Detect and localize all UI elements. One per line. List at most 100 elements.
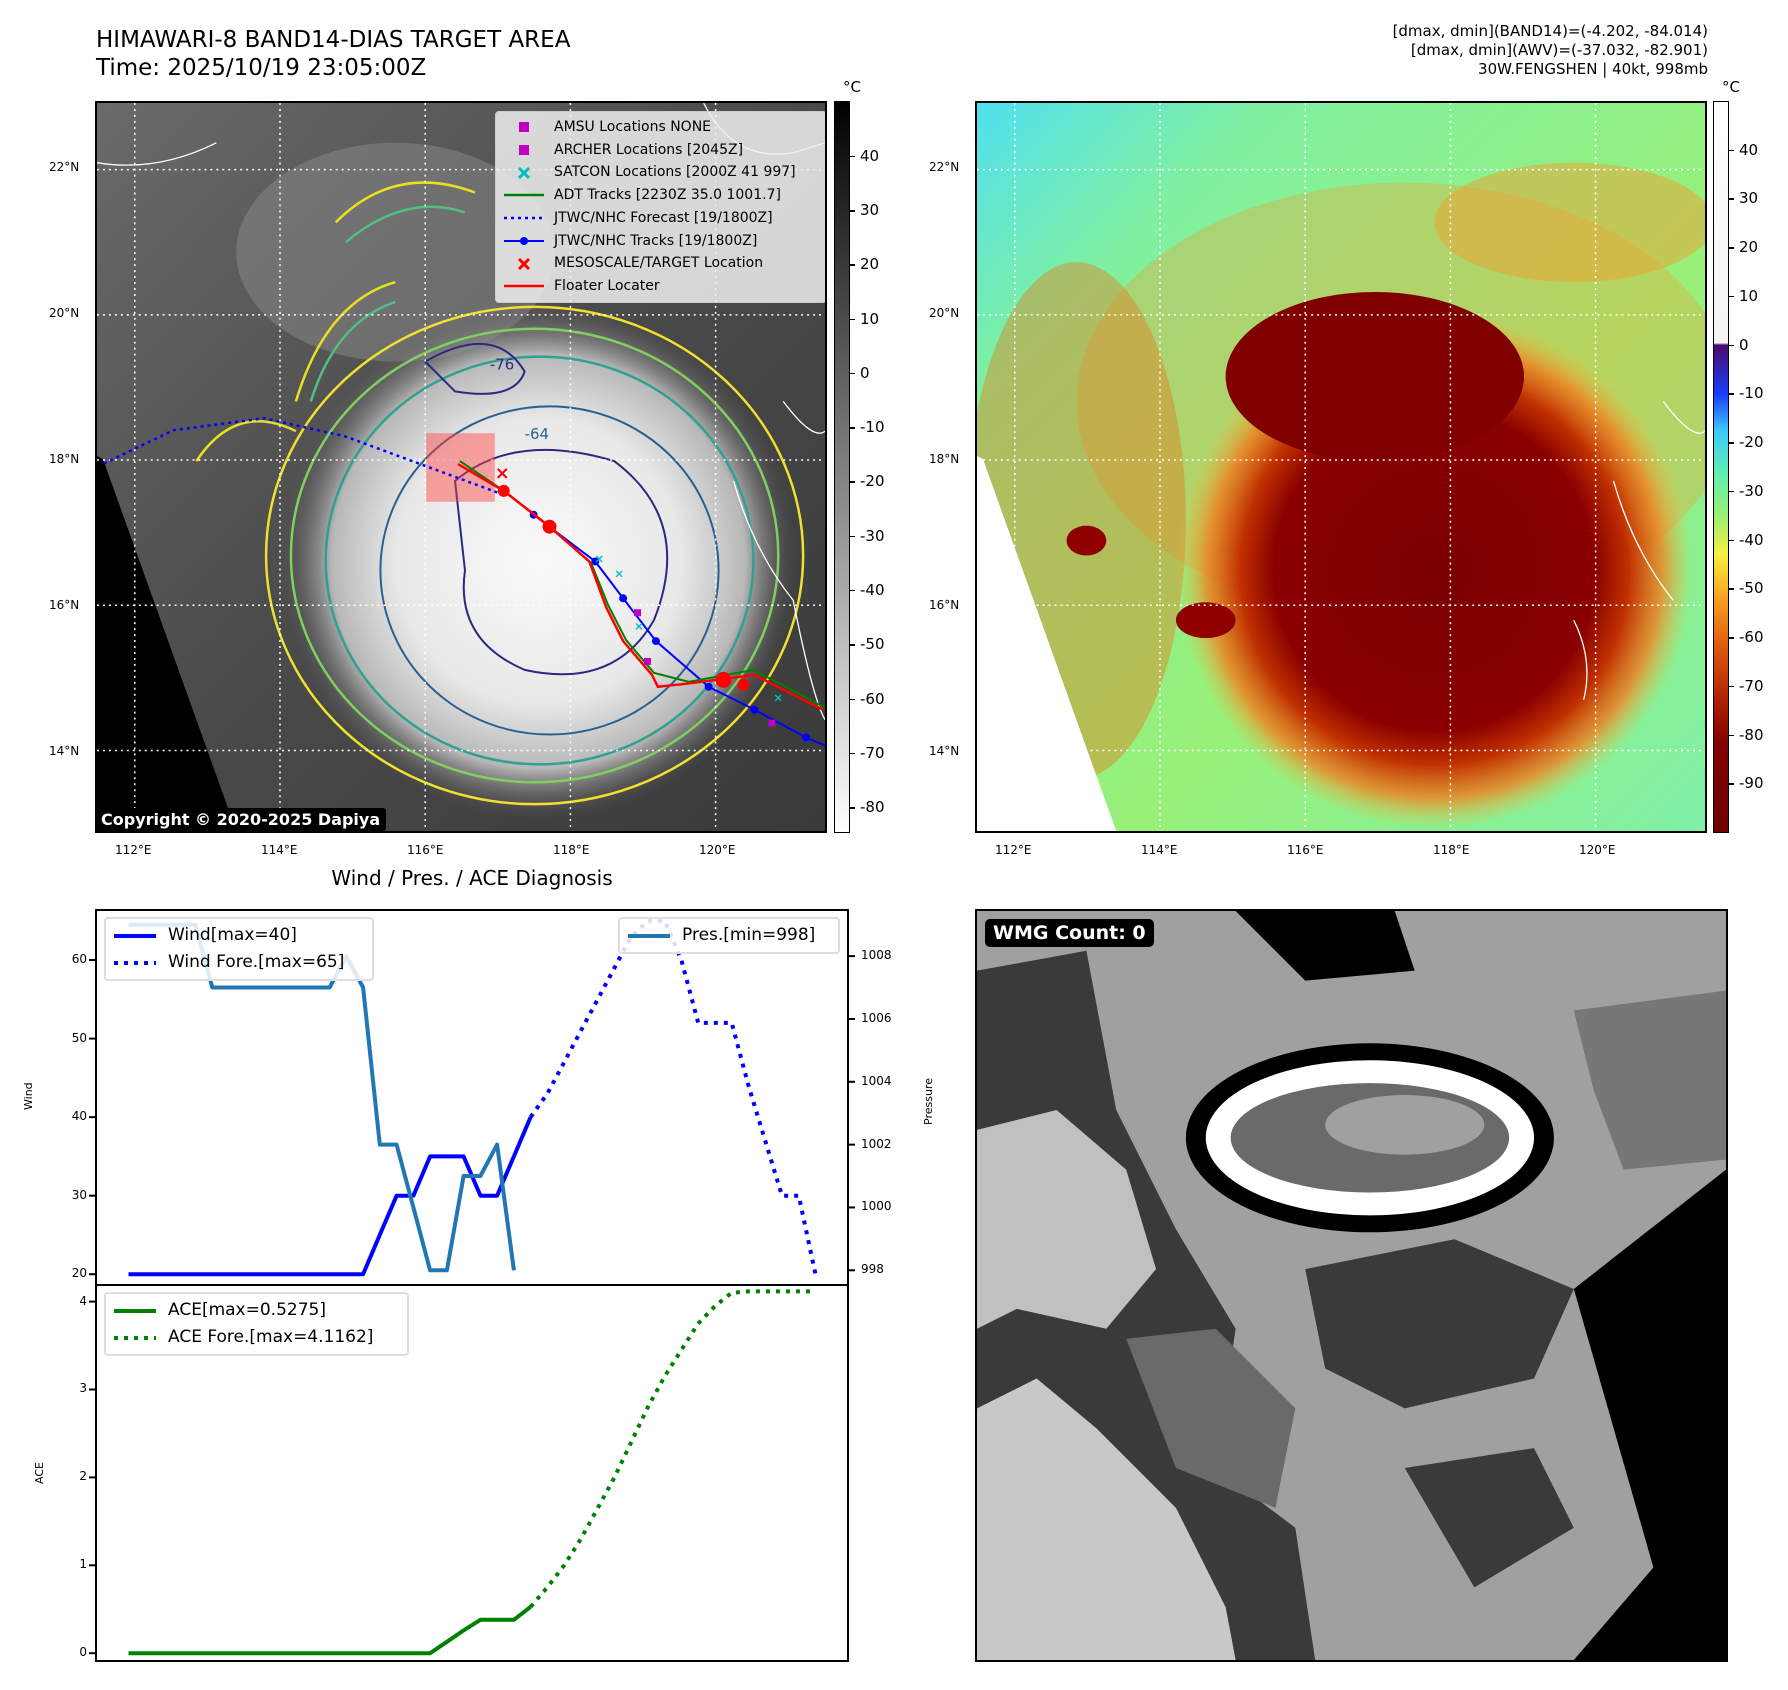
colorbar-unit: °C [1722, 78, 1740, 96]
colorbar-tick-label: -90 [1739, 774, 1764, 793]
colorbar-tick-label: -20 [860, 472, 885, 491]
colorbar-tick [1729, 588, 1734, 590]
lon-label: 118°E [553, 843, 590, 857]
legend-pressure: Pres.[min=998] [682, 925, 816, 945]
legend-item: ADT Tracks [2230Z 35.0 1001.7] [504, 184, 818, 207]
mesoscale-target-box [426, 433, 495, 502]
colorbar-tick [1729, 734, 1734, 737]
legend-wind-forecast: Wind Fore.[max=65] [168, 952, 345, 972]
colorbar-tick [850, 372, 855, 375]
lat-label: 14°N [929, 744, 960, 758]
lat-label: 20°N [929, 306, 960, 320]
y-right-tick-label: 1006 [861, 1010, 892, 1025]
wmg-image [977, 911, 1726, 1660]
colorbar-tick-label: -70 [1739, 676, 1764, 695]
copyright-label: Copyright © 2020-2025 Dapiya [95, 808, 387, 831]
legend-x-icon [504, 257, 544, 270]
legend-item: JTWC/NHC Forecast [19/1800Z] [504, 207, 818, 230]
lat-label: 20°N [49, 306, 80, 320]
colorbar-tick [850, 481, 855, 483]
legend-line-icon [504, 280, 544, 292]
y-right-tick-label: 1004 [861, 1073, 892, 1088]
lat-label: 18°N [929, 452, 960, 466]
y-tick-label: 2 [79, 1469, 87, 1484]
colorbar-tick [1729, 783, 1734, 785]
info-band14: [dmax, dmin](BAND14)=(-4.202, -84.014) [1392, 22, 1708, 40]
colorbar-tick-label: 20 [860, 255, 880, 274]
jtwc-forecast-track [102, 417, 505, 497]
lon-label: 116°E [1287, 843, 1324, 857]
info-awv: [dmax, dmin](AWV)=(-37.032, -82.901) [1410, 41, 1708, 59]
colorbar-tick [850, 264, 855, 266]
svg-text:×: × [614, 566, 624, 580]
colorbar-band14 [834, 101, 850, 833]
colorbar-tick-label: -30 [860, 526, 885, 545]
y-right-tick-label: 1000 [861, 1199, 892, 1214]
colorbar-tick-label: 30 [1739, 189, 1759, 208]
lon-label: 112°E [115, 843, 152, 857]
y-tick-label: 30 [71, 1187, 87, 1202]
series-line-wind-fore- [528, 918, 818, 1275]
y-tick-label: 0 [79, 1645, 87, 1660]
colorbar-tick-label: 30 [860, 201, 880, 220]
colorbar-tick [850, 807, 855, 809]
title-line-2: Time: 2025/10/19 23:05:00Z [96, 55, 427, 81]
pressure-legend: Pres.[min=998] [618, 917, 840, 954]
pressure-axis-label: Pressure [922, 1078, 935, 1125]
lat-label: 18°N [49, 452, 80, 466]
svg-text:×: × [594, 551, 604, 565]
colorbar-tick-label: 10 [860, 309, 880, 328]
colorbar-tick-label: 10 [1739, 286, 1759, 305]
lon-label: 120°E [699, 843, 736, 857]
colorbar-tick-label: -10 [860, 418, 885, 437]
colorbar-tick [1729, 393, 1734, 395]
wmg-panel [975, 909, 1728, 1662]
colorbar-tick [1729, 637, 1734, 639]
colorbar-tick-label: -60 [1739, 628, 1764, 647]
lat-label: 14°N [49, 744, 80, 758]
jtwc-track [533, 513, 825, 747]
y-tick-label: 4 [79, 1293, 87, 1308]
colorbar-tick-label: -50 [1739, 579, 1764, 598]
legend-item: JTWC/NHC Tracks [19/1800Z] [504, 230, 818, 253]
svg-text:×: × [773, 691, 783, 705]
colorbar-tick [1729, 198, 1734, 200]
legend-label: ARCHER Locations [2045Z] [554, 141, 744, 158]
colorbar-tick-label: -10 [1739, 384, 1764, 403]
lon-label: 120°E [1579, 843, 1616, 857]
legend-item: MESOSCALE/TARGET Location [504, 252, 818, 275]
lon-label: 118°E [1433, 843, 1470, 857]
legend-item: AMSU Locations NONE [504, 116, 818, 139]
colorbar-tick-label: -40 [1739, 530, 1764, 549]
wind-legend: Wind[max=40] Wind Fore.[max=65] [104, 917, 374, 981]
y-tick-label: 50 [71, 1030, 87, 1045]
colorbar-tick-label: -70 [860, 743, 885, 762]
legend-label: SATCON Locations [2000Z 41 997] [554, 164, 796, 181]
series-line-wind [128, 1116, 533, 1277]
y-tick-label: 40 [71, 1109, 87, 1124]
colorbar-tick [1729, 295, 1734, 298]
legend-label: JTWC/NHC Tracks [19/1800Z] [554, 232, 758, 249]
floater-locater-track [457, 462, 824, 711]
mesoscale-marker: × [495, 463, 510, 484]
wmg-count-label: WMG Count: 0 [985, 919, 1154, 947]
colorbar-tick-label: 40 [1739, 140, 1759, 159]
y-tick-label: 3 [79, 1381, 87, 1396]
legend-label: MESOSCALE/TARGET Location [554, 255, 764, 272]
svg-text:×: × [634, 619, 644, 633]
y-tick-label: 60 [71, 952, 87, 967]
lat-label: 22°N [49, 160, 80, 174]
title-line-1: HIMAWARI-8 BAND14-DIAS TARGET AREA [96, 27, 571, 53]
legend-label: AMSU Locations NONE [554, 119, 712, 135]
colorbar-tick [1729, 539, 1734, 542]
colorbar-tick [1729, 442, 1734, 444]
y-tick-label: 20 [71, 1266, 87, 1281]
wind-axis-label: Wind [22, 1082, 35, 1110]
legend-label: JTWC/NHC Forecast [19/1800Z] [554, 209, 773, 226]
lon-label: 114°E [261, 843, 298, 857]
band14-map: × × × × × -76 -64 AMSU Locations NONE ARCHER… [95, 101, 827, 833]
colorbar-tick-label: -30 [1739, 481, 1764, 500]
colorbar-tick-label: -80 [860, 798, 885, 817]
ace-legend: ACE[max=0.5275] ACE Fore.[max=4.1162] [104, 1292, 409, 1356]
legend-ace-forecast: ACE Fore.[max=4.1162] [168, 1327, 374, 1347]
